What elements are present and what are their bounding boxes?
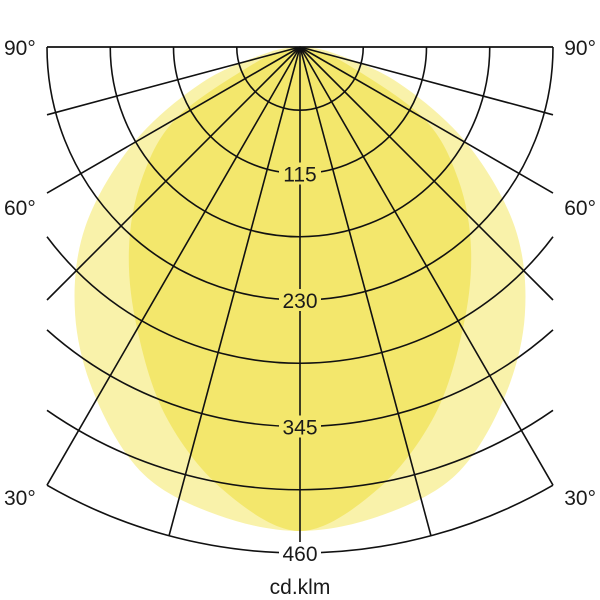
label-bg xyxy=(279,542,321,564)
angle-gridline xyxy=(299,46,554,301)
radial-tick-label: 230 xyxy=(282,290,317,313)
angle-label-right: 60° xyxy=(564,197,596,220)
angle-label-left: 30° xyxy=(4,487,36,510)
radial-tick-label: 460 xyxy=(282,543,317,566)
label-bg xyxy=(279,415,321,438)
unit-label: cd.klm xyxy=(270,576,331,599)
label-bg xyxy=(279,162,321,185)
angle-label-left: 90° xyxy=(4,37,36,60)
radial-gridline xyxy=(46,236,554,365)
angle-gridline xyxy=(46,46,301,116)
angle-tick-labels: 90° 90° 60° 60° 30° 30° xyxy=(4,37,596,510)
angle-gridline xyxy=(299,46,554,116)
angle-gridline xyxy=(299,46,554,194)
angle-label-left: 60° xyxy=(4,197,36,220)
angle-label-right: 30° xyxy=(564,487,596,510)
angle-gridline xyxy=(46,46,301,194)
radial-tick-label: 345 xyxy=(282,417,317,440)
radial-tick-labels: 115 230 345 460 xyxy=(279,162,321,566)
radial-gridline xyxy=(109,46,491,238)
angle-label-right: 90° xyxy=(564,37,596,60)
radial-gridline xyxy=(46,409,554,491)
angle-gridline xyxy=(46,46,301,301)
label-bg xyxy=(279,289,321,311)
radial-gridline xyxy=(235,46,365,112)
radial-tick-label: 115 xyxy=(283,164,316,187)
polar-grid xyxy=(46,46,554,553)
